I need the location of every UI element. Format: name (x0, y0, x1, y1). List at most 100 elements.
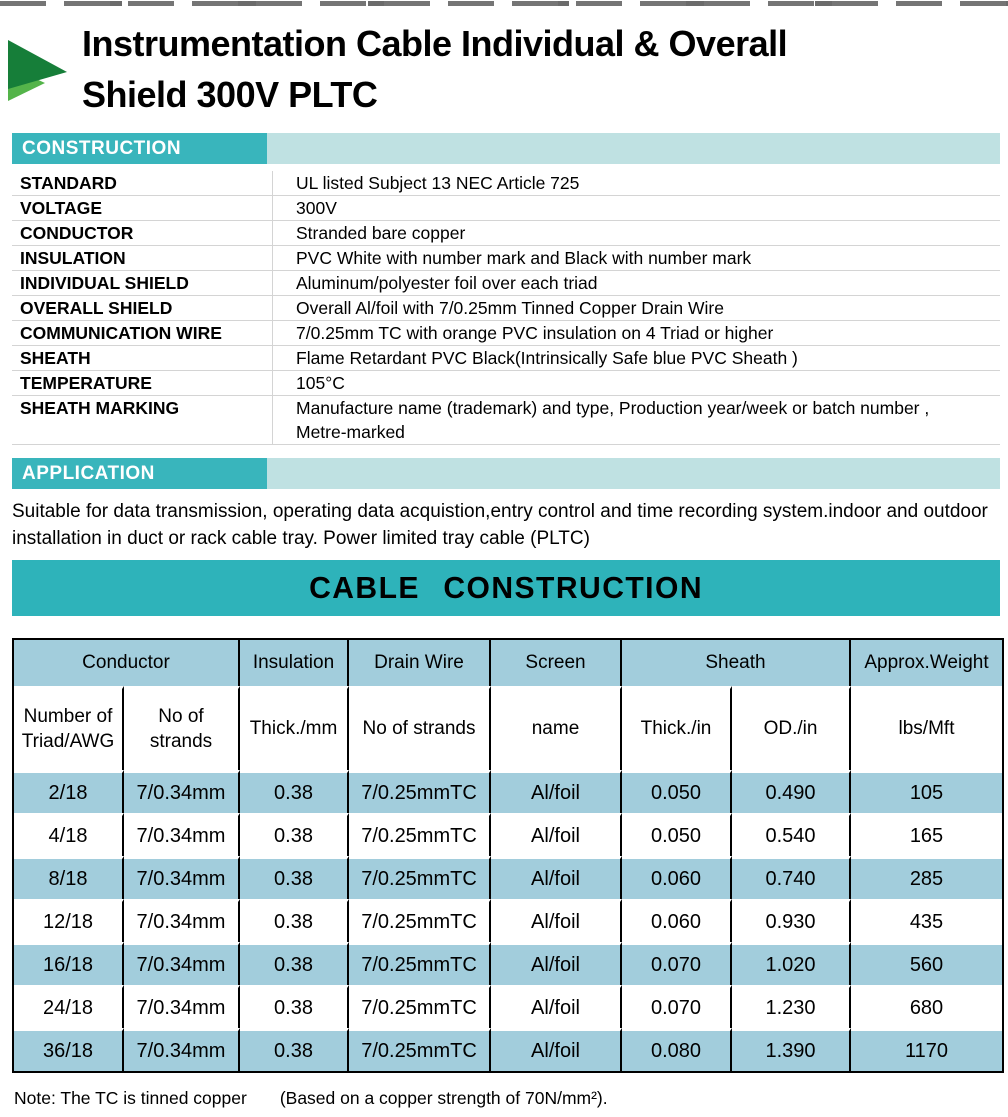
title-line-2: Shield 300V PLTC (82, 74, 378, 115)
subheader-no-of-strands: No of strands (124, 686, 240, 770)
application-text: Suitable for data transmission, operatin… (12, 501, 988, 549)
table-cell: 0.060 (622, 856, 732, 899)
spec-label: INSULATION (20, 248, 126, 268)
spec-row: SHEATH Flame Retardant PVC Black(Intrins… (12, 346, 1000, 371)
table-cell: 7/0.34mm (124, 899, 240, 942)
table-subheader-row: Number of Triad/AWG No of strands Thick.… (14, 686, 1002, 770)
table-cell: Al/foil (491, 985, 622, 1028)
spec-value: UL listed Subject 13 NEC Article 725 (272, 171, 1000, 195)
table-row: 36/18 7/0.34mm 0.38 7/0.25mmTC Al/foil 0… (14, 1028, 1002, 1071)
section-label-construction: CONSTRUCTION (12, 133, 267, 164)
table-row: 4/18 7/0.34mm 0.38 7/0.25mmTC Al/foil 0.… (14, 813, 1002, 856)
group-header-insulation: Insulation (240, 640, 349, 686)
banner-title: CABLE CONSTRUCTION (309, 570, 703, 605)
table-group-header-row: Conductor Insulation Drain Wire Screen S… (14, 640, 1002, 686)
table-cell: 0.490 (732, 770, 851, 813)
table-cell: 0.38 (240, 942, 349, 985)
table-cell: 0.540 (732, 813, 851, 856)
table-cell: 7/0.25mmTC (349, 856, 491, 899)
table-cell: 24/18 (14, 985, 124, 1028)
table-cell: 7/0.25mmTC (349, 770, 491, 813)
note-text: Note: The TC is tinned copper (14, 1088, 247, 1108)
group-header-approx-weight: Approx.Weight (864, 652, 989, 673)
table-cell: 0.38 (240, 1028, 349, 1071)
spec-label: CONDUCTOR (20, 223, 134, 243)
table-row: 2/18 7/0.34mm 0.38 7/0.25mmTC Al/foil 0.… (14, 770, 1002, 813)
table-row: 12/18 7/0.34mm 0.38 7/0.25mmTC Al/foil 0… (14, 899, 1002, 942)
spec-row: TEMPERATURE 105°C (12, 371, 1000, 396)
table-row: 24/18 7/0.34mm 0.38 7/0.25mmTC Al/foil 0… (14, 985, 1002, 1028)
section-header-strip (267, 458, 1000, 489)
spec-label: SHEATH (20, 348, 91, 368)
table-cell: 4/18 (14, 813, 124, 856)
spec-row: COMMUNICATION WIRE 7/0.25mm TC with oran… (12, 321, 1000, 346)
subheader-lbs-mft: lbs/Mft (851, 686, 1002, 770)
subheader-screen-name: name (491, 686, 622, 770)
section-header-application: APPLICATION (12, 458, 1000, 489)
table-row: 16/18 7/0.34mm 0.38 7/0.25mmTC Al/foil 0… (14, 942, 1002, 985)
spec-label: SHEATH MARKING (20, 398, 180, 418)
subheader-thick-mm: Thick./mm (240, 686, 349, 770)
table-cell: 0.38 (240, 770, 349, 813)
table-cell: 0.070 (622, 985, 732, 1028)
table-cell: 1.390 (732, 1028, 851, 1071)
spec-row: INSULATION PVC White with number mark an… (12, 246, 1000, 271)
spec-value: Stranded bare copper (272, 221, 1000, 245)
table-cell: 7/0.34mm (124, 942, 240, 985)
spec-label: OVERALL SHIELD (20, 298, 173, 318)
table-cell: 0.38 (240, 856, 349, 899)
spec-row: CONDUCTOR Stranded bare copper (12, 221, 1000, 246)
section-header-construction: CONSTRUCTION (12, 133, 1000, 164)
spec-value-line-1: Manufacture name (trademark) and type, P… (296, 398, 930, 418)
spec-row: STANDARD UL listed Subject 13 NEC Articl… (12, 171, 1000, 196)
table-cell: 7/0.34mm (124, 813, 240, 856)
table-cell: 7/0.25mmTC (349, 985, 491, 1028)
table-cell: 0.070 (622, 942, 732, 985)
spec-value: 300V (272, 196, 1000, 220)
spec-value: 105°C (272, 371, 1000, 395)
spec-table: STANDARD UL listed Subject 13 NEC Articl… (12, 171, 1000, 445)
group-header-conductor: Conductor (14, 640, 240, 686)
spec-row: OVERALL SHIELD Overall Al/foil with 7/0.… (12, 296, 1000, 321)
group-header-sheath: Sheath (622, 640, 851, 686)
section-label-application: APPLICATION (12, 458, 267, 489)
table-cell: 1170 (851, 1028, 1002, 1071)
table-cell: 7/0.34mm (124, 770, 240, 813)
spec-label: INDIVIDUAL SHIELD (20, 273, 189, 293)
table-cell: 165 (851, 813, 1002, 856)
table-cell: 680 (851, 985, 1002, 1028)
cable-construction-banner: CABLE CONSTRUCTION (12, 560, 1000, 616)
table-cell: Al/foil (491, 813, 622, 856)
spec-value: PVC White with number mark and Black wit… (272, 246, 1000, 270)
table-cell: 2/18 (14, 770, 124, 813)
table-cell: Al/foil (491, 942, 622, 985)
spec-label: VOLTAGE (20, 198, 102, 218)
spec-value: 7/0.25mm TC with orange PVC insulation o… (272, 321, 1000, 345)
table-cell: 1.230 (732, 985, 851, 1028)
table-cell: 7/0.34mm (124, 1028, 240, 1071)
spec-value: Aluminum/polyester foil over each triad (272, 271, 1000, 295)
table-cell: 0.740 (732, 856, 851, 899)
table-cell: 7/0.25mmTC (349, 899, 491, 942)
table-cell: Al/foil (491, 899, 622, 942)
table-cell: 0.080 (622, 1028, 732, 1071)
group-header-drain-wire: Drain Wire (349, 640, 491, 686)
section-header-strip (267, 133, 1000, 164)
table-cell: 12/18 (14, 899, 124, 942)
spec-label: TEMPERATURE (20, 373, 152, 393)
spec-value: Overall Al/foil with 7/0.25mm Tinned Cop… (272, 296, 1000, 320)
application-section: APPLICATION Suitable for data transmissi… (0, 458, 1008, 552)
table-cell: 285 (851, 856, 1002, 899)
subheader-thick-in: Thick./in (622, 686, 732, 770)
table-cell: 0.050 (622, 770, 732, 813)
table-cell: 7/0.25mmTC (349, 1028, 491, 1071)
group-header-screen: Screen (491, 640, 622, 686)
brand-arrow-icon (8, 38, 70, 109)
table-cell: Al/foil (491, 856, 622, 899)
spec-label: COMMUNICATION WIRE (20, 323, 222, 343)
page-header: Instrumentation Cable Individual & Overa… (0, 6, 1008, 128)
spec-value: Flame Retardant PVC Black(Intrinsically … (272, 346, 1000, 370)
table-cell: 0.060 (622, 899, 732, 942)
title-line-1: Instrumentation Cable Individual & Overa… (82, 23, 788, 64)
subheader-drain-no-of-strands: No of strands (349, 686, 491, 770)
